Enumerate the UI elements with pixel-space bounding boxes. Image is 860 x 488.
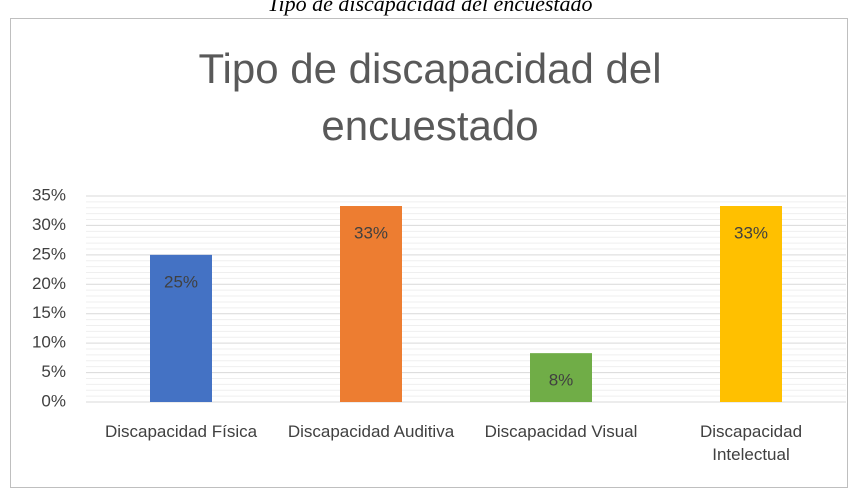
- y-tick-label: 35%: [32, 185, 66, 204]
- figure-caption: Tipo de discapacidad del encuestado: [267, 0, 593, 16]
- x-tick-label: Discapacidad Intelectual: [699, 422, 803, 464]
- bar: [340, 206, 402, 402]
- x-tick-label: Discapacidad Visual: [484, 422, 638, 441]
- y-tick-label: 20%: [32, 274, 66, 293]
- bar: [720, 206, 782, 402]
- y-tick-label: 25%: [32, 244, 66, 263]
- chart-title: Tipo de discapacidad del encuestado: [198, 45, 662, 149]
- bar: [530, 353, 592, 402]
- y-tick-label: 10%: [32, 333, 66, 352]
- x-tick-label: Discapacidad Auditiva: [287, 422, 455, 441]
- data-label: 8%: [549, 371, 574, 390]
- data-label: 25%: [164, 272, 198, 291]
- y-tick-label: 0%: [41, 391, 66, 410]
- y-tick-label: 5%: [41, 362, 66, 381]
- y-tick-label: 15%: [32, 303, 66, 322]
- x-tick-label: Discapacidad Física: [104, 422, 258, 441]
- data-label: 33%: [734, 223, 768, 242]
- y-tick-label: 30%: [32, 215, 66, 234]
- bar: [150, 254, 212, 402]
- data-label: 33%: [354, 223, 388, 242]
